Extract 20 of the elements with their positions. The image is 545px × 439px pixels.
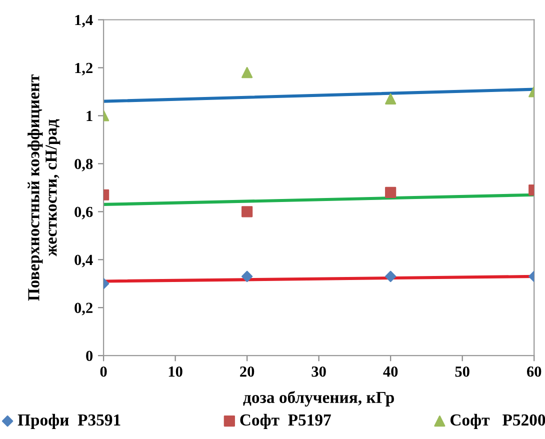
legend-label: Софт Р5200 xyxy=(450,414,545,429)
y-tick-label: 1,4 xyxy=(75,14,93,28)
x-tick-label: 0 xyxy=(100,366,107,377)
y-tick-label: 0,6 xyxy=(74,206,93,220)
x-tick-label: 50 xyxy=(455,366,470,377)
legend-label: Профи Р3591 xyxy=(18,414,120,429)
y-tick-label: 0,2 xyxy=(74,302,92,316)
x-tick-label: 30 xyxy=(312,366,326,377)
x-tick-label: 60 xyxy=(526,366,542,377)
y-tick-label: 1,2 xyxy=(75,62,92,76)
x-axis-title: доза облучения, кГр xyxy=(243,390,394,406)
y-tick-label: 0,8 xyxy=(74,158,93,172)
x-tick-label: 40 xyxy=(383,366,398,377)
y-axis-title: Поверхностный коэффициент жесткости, сН/рад xyxy=(28,74,60,301)
x-tick-label: 10 xyxy=(168,366,182,377)
y-tick-label: 0,4 xyxy=(74,254,93,268)
y-tick-label: 1 xyxy=(86,110,92,122)
x-tick-label: 20 xyxy=(240,366,254,377)
y-tick-label: 0 xyxy=(86,350,93,362)
legend-label: Софт Р5197 xyxy=(240,414,331,429)
